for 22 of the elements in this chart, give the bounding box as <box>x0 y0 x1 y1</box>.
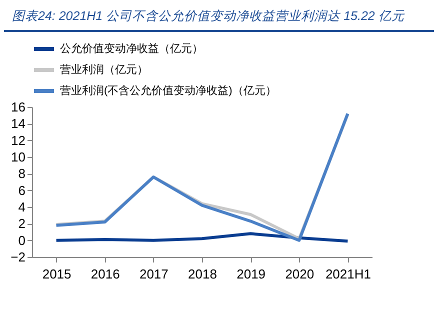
x-tick-label: 2021H1 <box>325 266 371 282</box>
y-tick-label: 4 <box>18 200 26 214</box>
y-tick-label: 6 <box>18 182 26 198</box>
legend-label: 营业利润(不含公允价值变动净收益)（亿元） <box>60 84 276 97</box>
x-tick-label: 2020 <box>285 266 314 282</box>
y-tick-label: 10 <box>11 150 26 164</box>
legend-label: 营业利润（亿元） <box>60 63 148 76</box>
x-tick-label: 2017 <box>139 266 168 282</box>
y-tick-label: 0 <box>18 232 26 248</box>
chart-title: 图表24: 2021H1 公司不含公允价值变动净收益营业利润达 15.22 亿元 <box>4 0 434 32</box>
y-tick-label: −2 <box>10 250 26 264</box>
y-tick-label: 14 <box>11 116 26 132</box>
line-series <box>54 232 350 243</box>
y-tick-label: 12 <box>11 132 26 148</box>
y-tick-label: 8 <box>18 166 26 182</box>
x-tick-label: 2019 <box>236 266 266 282</box>
x-tick-label: 2015 <box>42 266 72 282</box>
x-tick-label: 2018 <box>188 266 217 282</box>
x-tick-label: 2016 <box>90 266 120 282</box>
y-tick-label: 16 <box>11 100 26 114</box>
legend-label: 公允价值变动净收益（亿元） <box>60 42 203 55</box>
y-tick-label: 2 <box>18 216 26 232</box>
